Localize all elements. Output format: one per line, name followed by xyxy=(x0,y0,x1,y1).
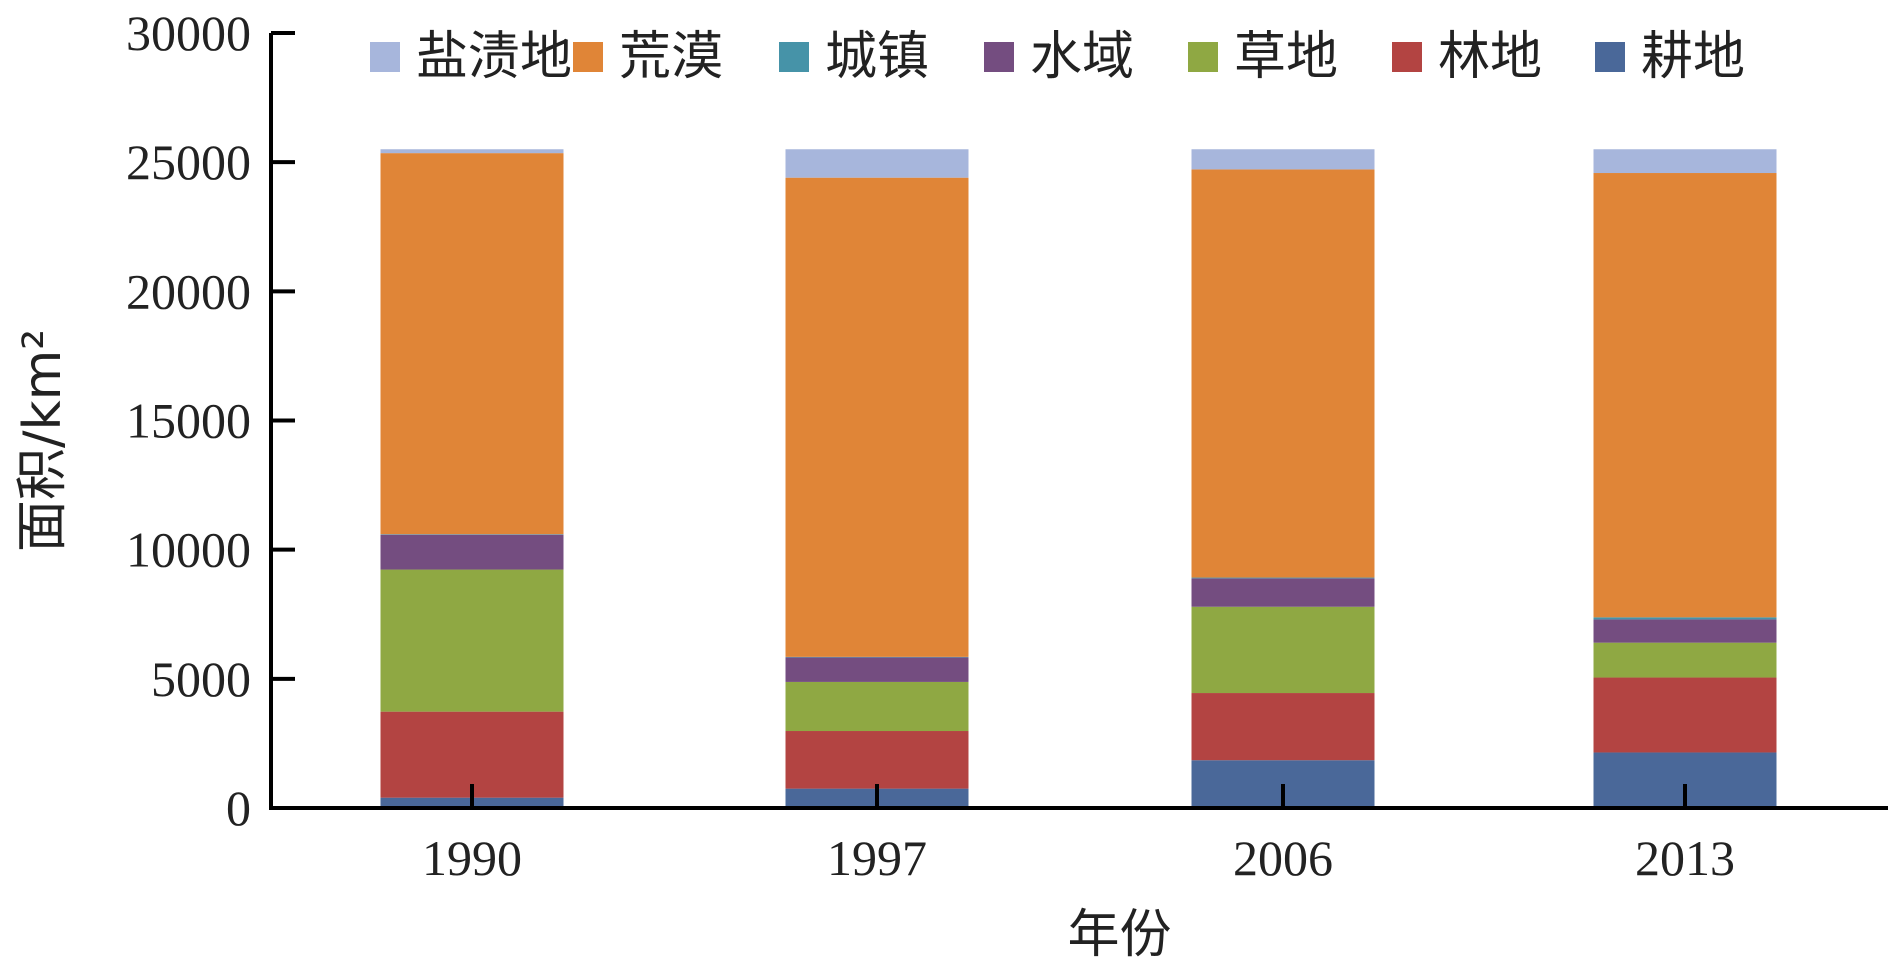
bar-segment xyxy=(1593,173,1777,618)
legend-label: 耕地 xyxy=(1641,27,1745,87)
x-axis-title: 年份 xyxy=(1067,905,1171,965)
legend-swatch xyxy=(984,42,1014,72)
bar-segment xyxy=(1593,617,1777,620)
bar-segment xyxy=(785,149,969,178)
legend-label: 荒漠 xyxy=(619,27,723,87)
x-tick-label: 2013 xyxy=(1635,830,1735,886)
y-tick-label: 15000 xyxy=(126,393,251,449)
legend-swatch xyxy=(1595,42,1625,72)
bar-segment xyxy=(380,569,564,712)
legend-swatch xyxy=(1188,42,1218,72)
y-tick-label: 5000 xyxy=(151,651,251,707)
legend-label: 林地 xyxy=(1438,27,1542,87)
bar-segment xyxy=(1191,149,1375,170)
bar-segment xyxy=(1593,149,1777,174)
bar-segment xyxy=(1191,577,1375,579)
bar-segment xyxy=(1191,578,1375,607)
x-axis: 1990 1997 2006 2013 xyxy=(271,784,1888,886)
legend-label: 草地 xyxy=(1234,27,1338,87)
bar-segment xyxy=(1191,606,1375,694)
legend-swatch xyxy=(370,42,400,72)
bar-segment xyxy=(1593,677,1777,753)
y-axis: 0 5000 10000 15000 20000 25000 30000 xyxy=(126,5,295,836)
bar-segment xyxy=(380,534,564,570)
bar-segment xyxy=(785,657,969,682)
bar-segment xyxy=(1191,693,1375,761)
x-tick-label: 2006 xyxy=(1233,830,1333,886)
legend-label: 盐渍地 xyxy=(416,27,572,87)
legend-label: 水域 xyxy=(1030,27,1134,87)
y-tick-label: 30000 xyxy=(126,5,251,61)
legend-label: 城镇 xyxy=(825,27,929,87)
bar-segment xyxy=(1593,642,1777,678)
legend-swatch xyxy=(573,42,603,72)
bar-segment xyxy=(1191,169,1375,578)
y-tick-label: 10000 xyxy=(126,522,251,578)
x-tick-label: 1990 xyxy=(422,830,522,886)
legend-swatch xyxy=(779,42,809,72)
bars xyxy=(380,149,1777,808)
bar-segment xyxy=(380,153,564,535)
bar-segment xyxy=(380,149,564,154)
bar-segment xyxy=(380,534,564,535)
legend: 盐渍地 荒漠 城镇 水域 草地 林地 耕地 xyxy=(370,27,1745,87)
bar-segment xyxy=(785,731,969,789)
y-axis-title: 面积/km² xyxy=(13,329,73,552)
bar-segment xyxy=(1593,619,1777,643)
bar-segment xyxy=(785,656,969,658)
bar-segment xyxy=(785,681,969,732)
bar-segment xyxy=(380,711,564,798)
y-tick-label: 25000 xyxy=(126,134,251,190)
y-tick-label: 20000 xyxy=(126,263,251,319)
y-tick-label: 0 xyxy=(226,780,251,836)
x-tick-label: 1997 xyxy=(827,830,927,886)
bar-segment xyxy=(785,177,969,657)
legend-swatch xyxy=(1392,42,1422,72)
